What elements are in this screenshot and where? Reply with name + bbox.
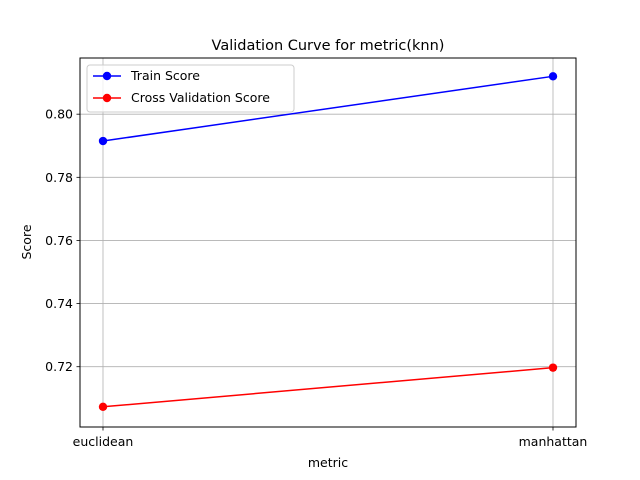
series-line-0 bbox=[102, 75, 554, 142]
legend: Train Score Cross Validation Score bbox=[86, 64, 295, 113]
series-1-point bbox=[98, 402, 108, 411]
plot-area bbox=[80, 58, 576, 427]
legend-train-marker bbox=[102, 71, 112, 81]
y-tick-label: 0.74 bbox=[45, 296, 73, 311]
series-0-point bbox=[98, 136, 108, 146]
x-tick-label: manhattan bbox=[519, 434, 588, 449]
x-axis-ticks: euclidean manhattan bbox=[73, 427, 588, 449]
chart-title: Validation Curve for metric(knn) bbox=[212, 38, 445, 54]
y-axis-label: Score bbox=[19, 224, 34, 259]
legend-frame bbox=[86, 64, 295, 113]
y-tick-label: 0.72 bbox=[45, 359, 73, 374]
x-axis-label: metric bbox=[308, 455, 348, 470]
y-tick-label: 0.76 bbox=[45, 233, 73, 248]
x-tick-label: euclidean bbox=[73, 434, 134, 449]
plot-frame bbox=[79, 57, 577, 428]
legend-train-label: Train Score bbox=[130, 68, 200, 83]
y-tick-label: 0.80 bbox=[45, 107, 73, 122]
y-tick-label: 0.78 bbox=[45, 170, 73, 185]
series-0-point bbox=[548, 72, 558, 81]
legend-cv-marker bbox=[102, 93, 112, 103]
series-lines bbox=[98, 72, 558, 411]
series-1-point bbox=[548, 363, 558, 372]
series-line-1 bbox=[102, 366, 554, 408]
legend-cv-label: Cross Validation Score bbox=[131, 90, 270, 105]
y-axis-ticks: 0.72 0.74 0.76 0.78 0.80 bbox=[45, 107, 80, 374]
